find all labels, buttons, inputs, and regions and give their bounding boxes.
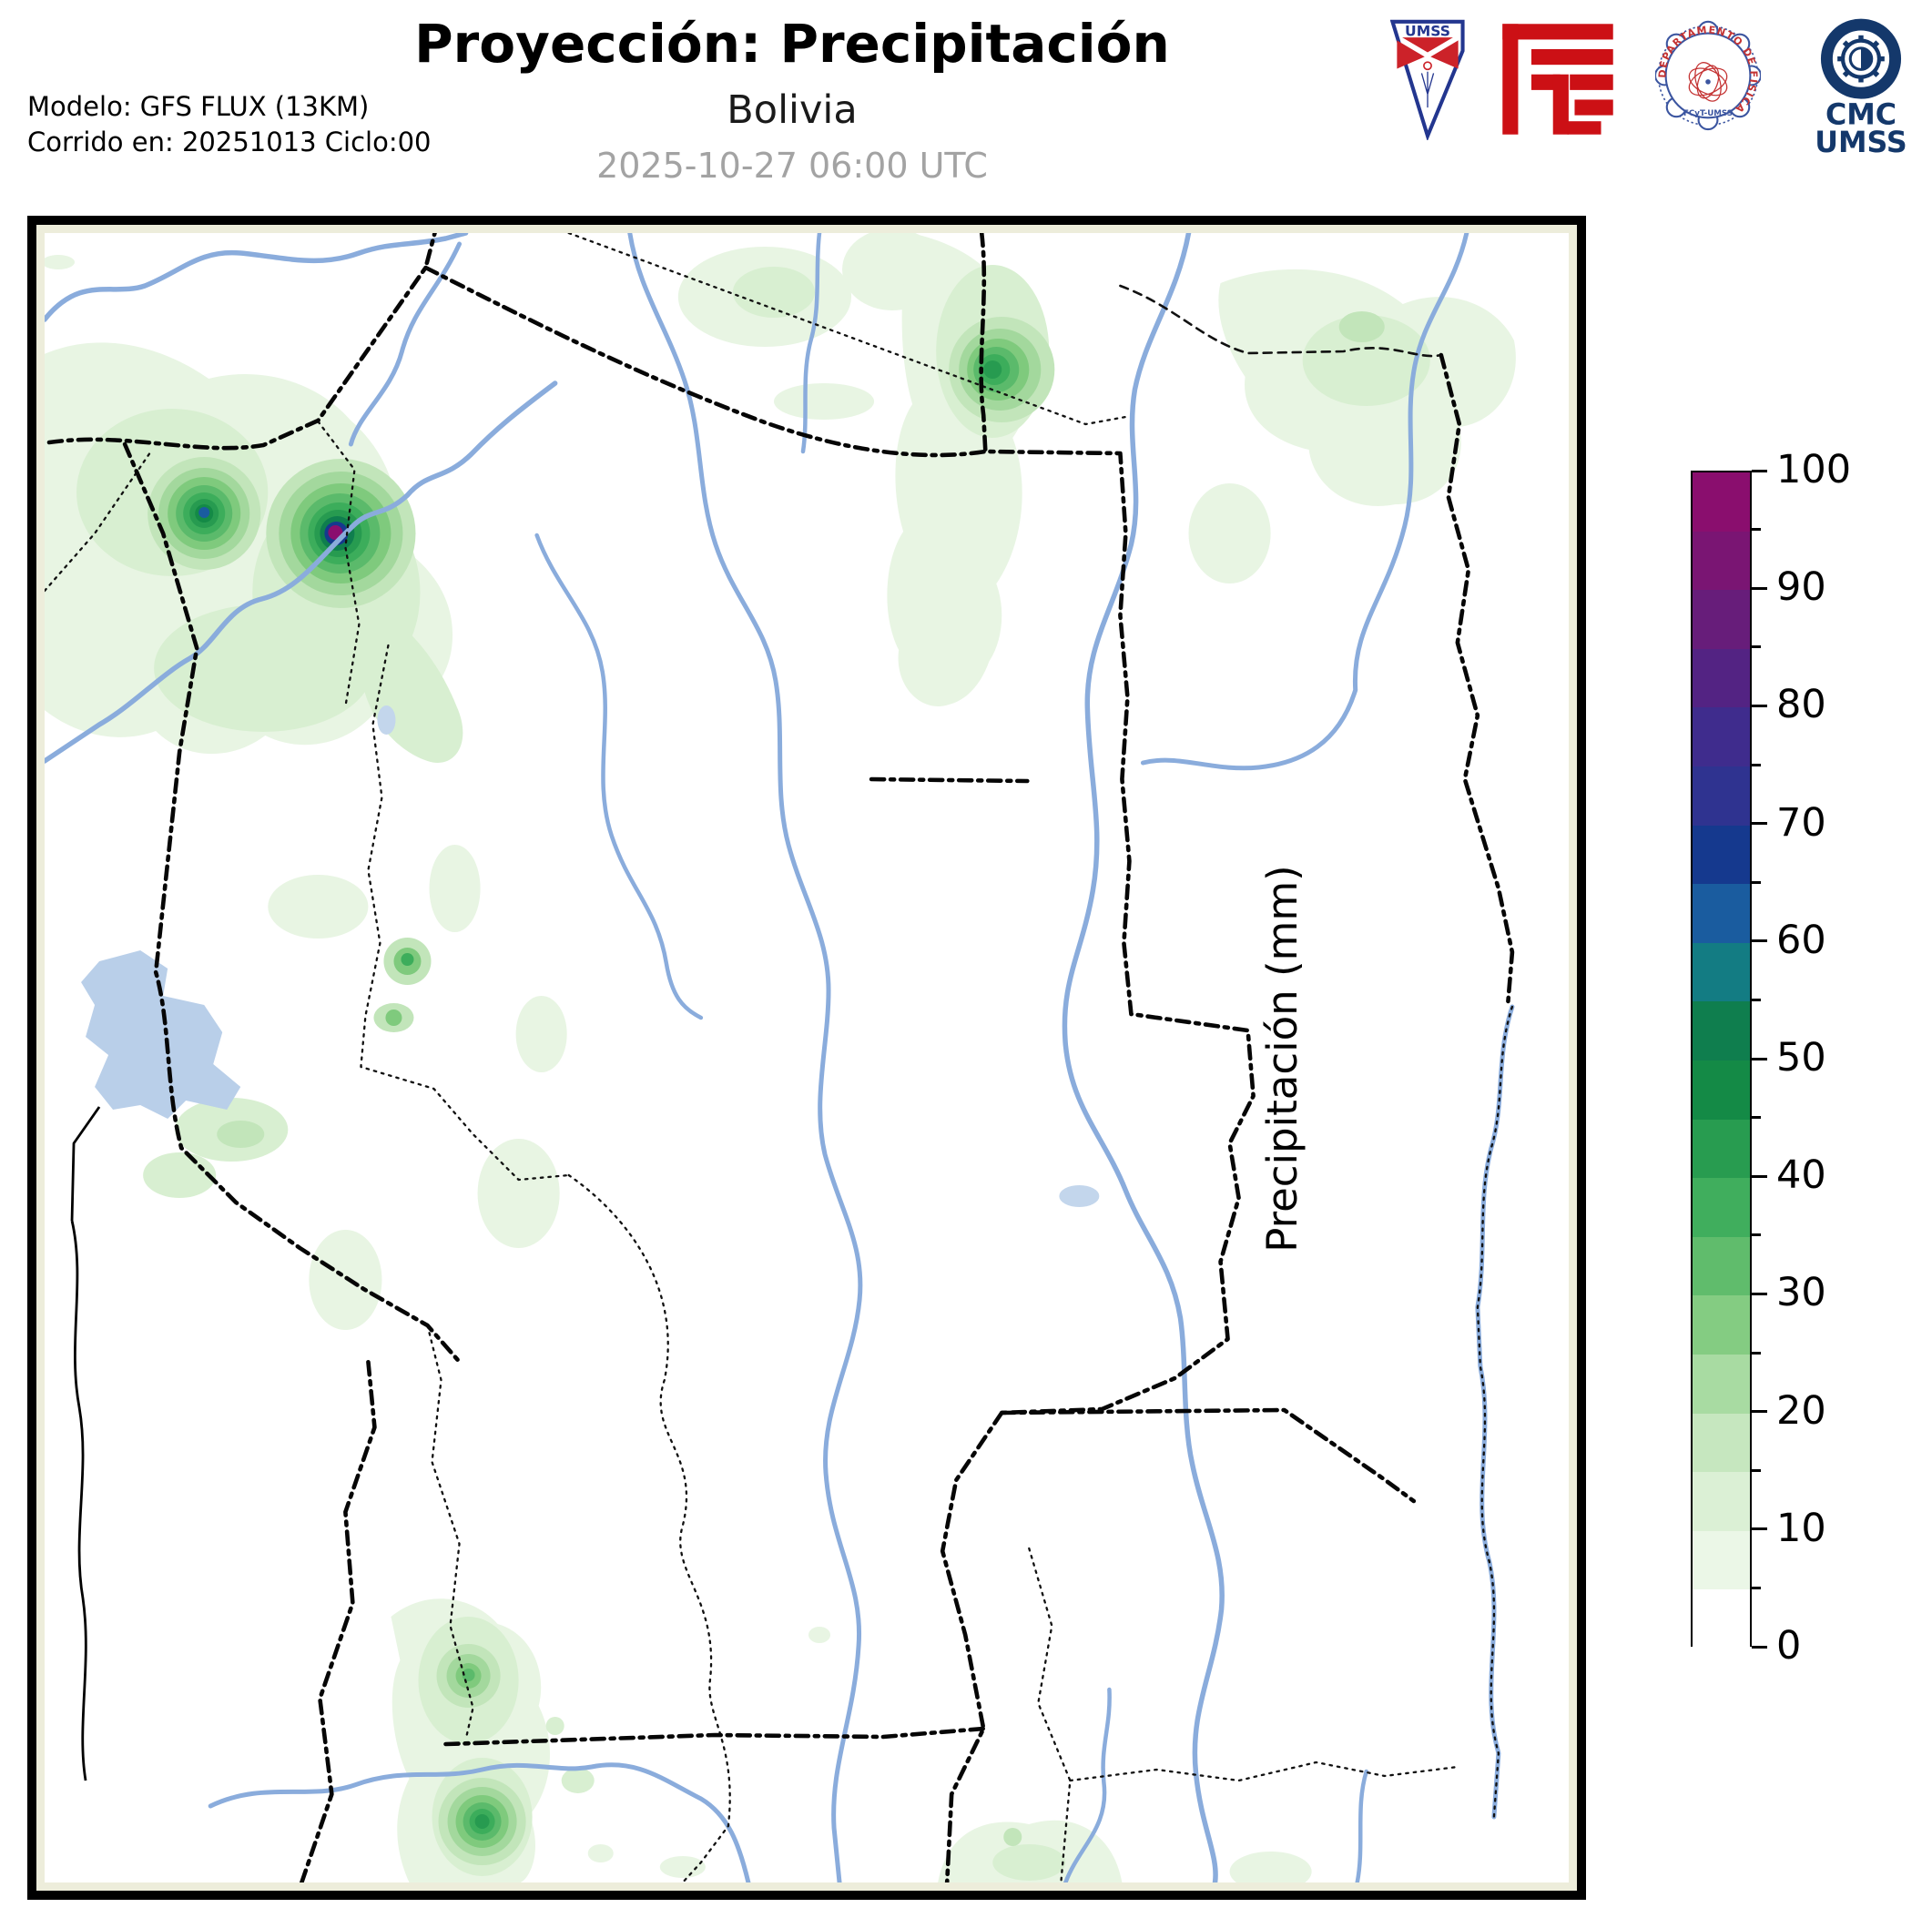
colorbar-segment	[1693, 1472, 1750, 1531]
colorbar: 0 10 20 30 40 50 60 70 80 90 100	[1691, 451, 1927, 1666]
model-line: Modelo: GFS FLUX (13KM)	[27, 91, 370, 122]
colorbar-tick	[1752, 1233, 1761, 1237]
fcyt-maze-glyph	[1502, 24, 1613, 135]
national-border-layer	[46, 233, 1515, 1882]
umss-logo-label: UMSS	[1405, 23, 1450, 39]
colorbar-segment	[1693, 1589, 1750, 1649]
colorbar-tick	[1752, 763, 1761, 766]
colorbar-segment	[1693, 1413, 1750, 1473]
colorbar-segment	[1693, 942, 1750, 1002]
colorbar-tick	[1752, 880, 1761, 884]
colorbar-tick	[1752, 822, 1767, 826]
colorbar-segment	[1693, 648, 1750, 708]
colorbar-segment	[1693, 531, 1750, 591]
cmc-eye-icon	[1820, 18, 1902, 99]
colorbar-tick	[1752, 645, 1761, 649]
colorbar-segment	[1693, 825, 1750, 885]
colorbar-segment	[1693, 766, 1750, 826]
department-borders-layer	[45, 233, 1514, 1882]
colorbar-segment	[1693, 1001, 1750, 1060]
colorbar-tick	[1752, 1468, 1761, 1472]
colorbar-tick-label: 90	[1776, 564, 1826, 611]
colorbar-tick	[1752, 1174, 1767, 1178]
lakes-layer	[81, 705, 1100, 1207]
colorbar-segment	[1693, 707, 1750, 766]
colorbar-segment	[1693, 1236, 1750, 1296]
colorbar-tick	[1752, 704, 1767, 707]
colorbar-tick-label: 80	[1776, 682, 1826, 728]
colorbar-segment	[1693, 1119, 1750, 1179]
colorbar-tick-label: 70	[1776, 799, 1826, 846]
title-block: Proyección: Precipitación Bolivia 2025-1…	[310, 0, 1275, 186]
colorbar-segment	[1693, 1178, 1750, 1237]
map-frame	[27, 216, 1586, 1900]
colorbar-tick-label: 50	[1776, 1035, 1826, 1081]
colorbar-segment	[1693, 1060, 1750, 1120]
departamento-fisica-seal: DEPARTAMENTO DE FÍSICA FCyT-UMSS	[1653, 18, 1763, 144]
colorbar-tick	[1752, 586, 1767, 590]
colorbar-tick	[1752, 1527, 1767, 1531]
colorbar-tick-label: 100	[1776, 447, 1852, 492]
colorbar-segment	[1693, 1295, 1750, 1355]
model-info: Modelo: GFS FLUX (13KM) Corrido en: 2025…	[27, 89, 432, 160]
map-canvas	[45, 233, 1569, 1882]
colorbar-segment	[1693, 1354, 1750, 1414]
colorbar-tick	[1752, 1292, 1767, 1295]
seal-sub-text: FCyT-UMSS	[1683, 109, 1733, 118]
colorbar-tick-label: 10	[1776, 1505, 1826, 1551]
umss-shield-logo: UMSS	[1389, 18, 1465, 144]
colorbar-axis-label: Precipitación (mm)	[1258, 865, 1307, 1253]
colorbar-tick	[1752, 469, 1767, 472]
fcyt-red-logo	[1498, 18, 1618, 144]
colorbar-tick	[1752, 939, 1767, 943]
page-title: Proyección: Precipitación	[414, 13, 1170, 75]
colorbar-tick	[1752, 1351, 1761, 1355]
run-line: Corrido en: 20251013 Ciclo:00	[27, 127, 432, 157]
colorbar-segment	[1693, 590, 1750, 649]
region-subtitle: Bolivia	[727, 87, 858, 133]
colorbar-tick	[1752, 1116, 1761, 1120]
precip-layer	[45, 233, 1516, 1882]
cmc-umss-label: UMSS	[1815, 127, 1907, 153]
colorbar-tick-label: 30	[1776, 1270, 1826, 1316]
colorbar-tick	[1752, 998, 1761, 1001]
colorbar-tick	[1752, 1057, 1767, 1060]
colorbar-segment	[1693, 884, 1750, 943]
colorbar-tick	[1752, 1586, 1761, 1589]
colorbar-tick-label: 0	[1776, 1623, 1802, 1669]
colorbar-gradient	[1691, 471, 1752, 1649]
colorbar-tick-label: 60	[1776, 917, 1826, 963]
colorbar-tick	[1752, 1410, 1767, 1414]
colorbar-tick-label: 40	[1776, 1152, 1826, 1199]
seal-globe-glyph	[1688, 62, 1728, 102]
valid-time: 2025-10-27 06:00 UTC	[596, 146, 988, 186]
colorbar-segment	[1693, 1530, 1750, 1590]
lake-titicaca	[81, 950, 241, 1119]
cmc-label: CMC	[1825, 98, 1896, 131]
colorbar-tick	[1752, 1645, 1767, 1649]
colorbar-tick-label: 20	[1776, 1387, 1826, 1434]
cmc-umss-logo: CMC UMSS	[1807, 18, 1915, 159]
colorbar-segment	[1693, 472, 1750, 532]
colorbar-tick	[1752, 528, 1761, 532]
